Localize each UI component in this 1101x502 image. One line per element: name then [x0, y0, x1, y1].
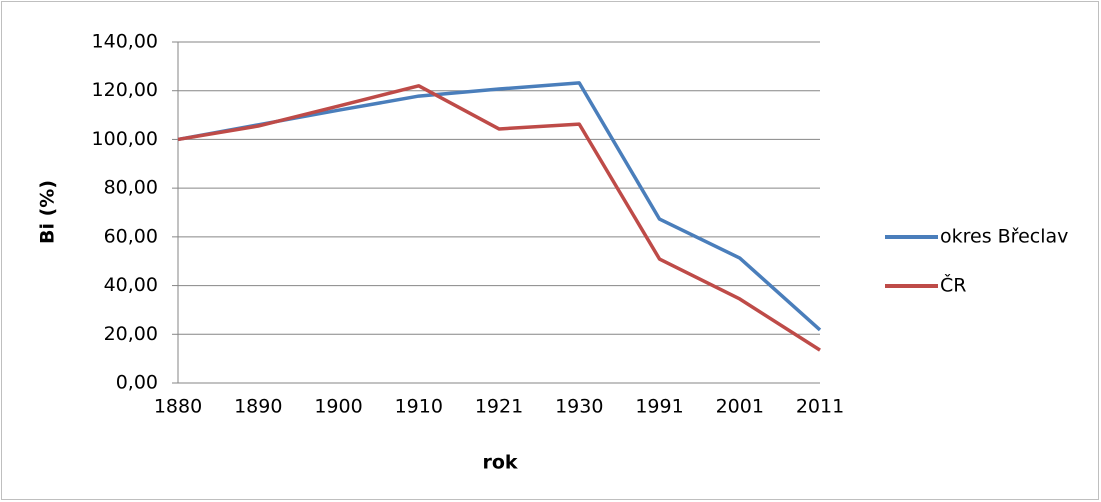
x-tick-label: 1910 — [395, 396, 443, 418]
x-axis-label: rok — [482, 452, 517, 474]
y-tick-label: 20,00 — [104, 323, 158, 345]
x-tick-label: 2011 — [796, 396, 844, 418]
y-tick-label: 80,00 — [104, 177, 158, 199]
y-tick-label: 140,00 — [92, 31, 158, 53]
x-tick-label: 1890 — [234, 396, 282, 418]
x-tick-label: 2001 — [716, 396, 764, 418]
x-tick-label: 1921 — [475, 396, 523, 418]
x-tick-label: 1991 — [635, 396, 683, 418]
y-axis-label: Bi (%) — [37, 180, 59, 244]
legend-label: okres Břeclav — [940, 226, 1068, 248]
y-tick-label: 120,00 — [92, 79, 158, 101]
y-tick-label: 60,00 — [104, 225, 158, 247]
series-line — [177, 84, 821, 352]
x-tick-label: 1880 — [154, 396, 202, 418]
x-tick-label: 1930 — [555, 396, 603, 418]
y-tick-label: 40,00 — [104, 274, 158, 296]
legend-label: ČR — [940, 273, 966, 297]
x-tick-label: 1900 — [314, 396, 362, 418]
y-tick-label: 0,00 — [116, 372, 158, 394]
y-tick-label: 100,00 — [92, 128, 158, 150]
